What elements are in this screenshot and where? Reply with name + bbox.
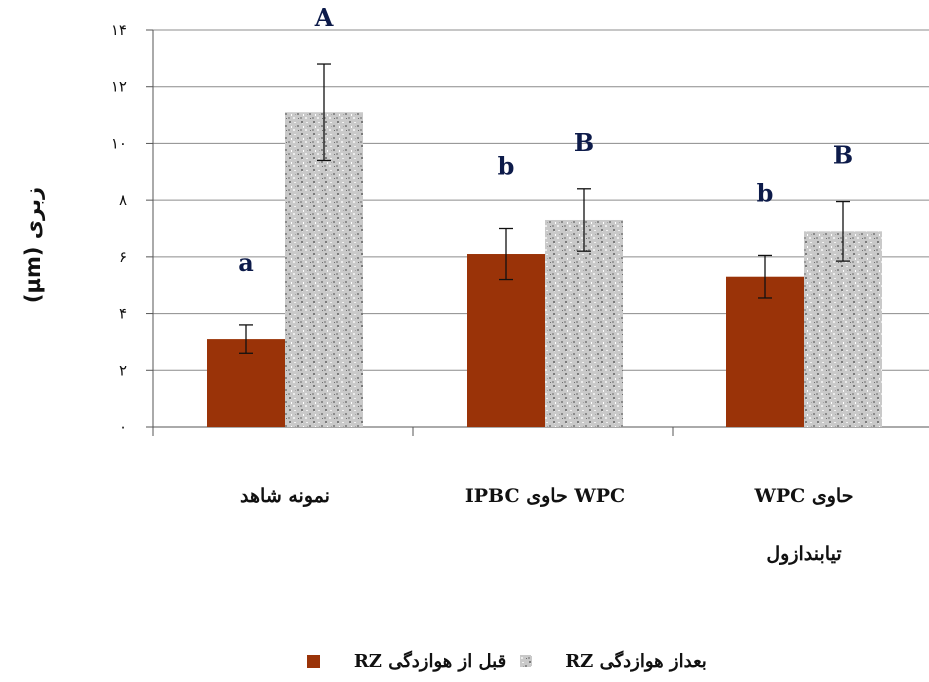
y-tick-label: ۲: [119, 361, 127, 379]
y-tick-label: ۶: [119, 248, 127, 266]
y-tick-label: ۸: [119, 191, 127, 209]
group-letter: b: [757, 178, 774, 207]
y-tick-label: ۱۴: [111, 21, 127, 39]
category-label: نمونه شاهد: [240, 485, 330, 507]
category-label: WPC حاوی IPBC: [465, 485, 625, 507]
legend-label-before: قبل از هوازدگی RZ: [354, 650, 506, 672]
y-tick-label: ۰: [119, 418, 127, 436]
group-letter: B: [574, 128, 594, 157]
y-tick-label: ۴: [119, 305, 127, 323]
category-label: تیابندازول: [766, 543, 841, 565]
y-tick-label: ۱۰: [111, 134, 127, 152]
bars: [207, 112, 882, 427]
legend-label-after: بعداز هوازدگی RZ: [565, 650, 707, 672]
bar-before: [726, 277, 804, 427]
legend-swatch-before: [307, 655, 320, 668]
y-tick-label: ۱۲: [111, 78, 127, 96]
legend-swatch-after: [520, 655, 532, 667]
group-letter: B: [833, 141, 853, 170]
group-letter: b: [498, 152, 515, 181]
legend: قبل از هوازدگی RZ بعداز هوازدگی RZ: [307, 650, 707, 672]
category-label: حاوی WPC: [754, 485, 854, 507]
y-axis-label: زبری (µm): [21, 187, 45, 303]
group-letter: A: [314, 3, 334, 32]
group-letter: a: [238, 248, 254, 277]
